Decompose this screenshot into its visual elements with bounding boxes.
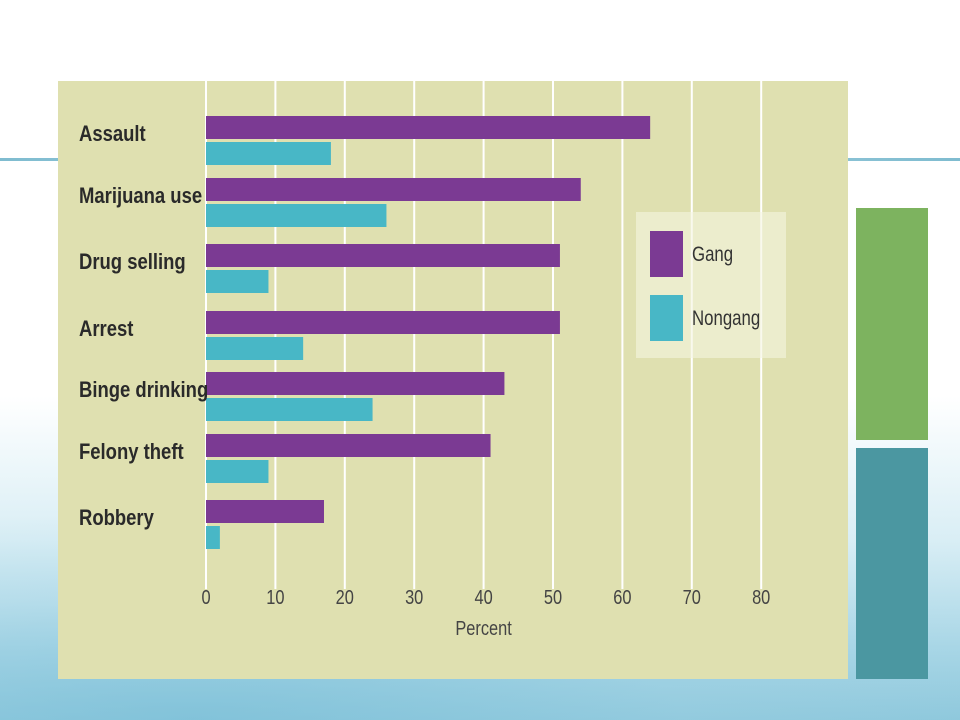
x-axis-label: Percent — [455, 616, 511, 639]
bar-nongang-felony-theft — [206, 460, 269, 483]
category-label: Drug selling — [79, 251, 186, 275]
legend-swatch-gang — [650, 231, 683, 277]
decorative-teal-block — [856, 448, 928, 679]
decorative-green-block — [856, 208, 928, 440]
bar-nongang-arrest — [206, 337, 304, 360]
bar-nongang-binge-drinking — [206, 398, 373, 421]
legend-item-nongang: Nongang — [650, 295, 780, 341]
x-tick-label: 50 — [544, 585, 562, 608]
legend-label-nongang: Nongang — [692, 307, 761, 330]
x-tick-label: 80 — [752, 585, 770, 608]
category-label: Binge drinking — [79, 379, 208, 403]
x-tick-label: 60 — [613, 585, 631, 608]
legend-label-gang: Gang — [692, 243, 734, 266]
category-label: Robbery — [79, 507, 155, 531]
x-tick-label: 0 — [201, 585, 210, 608]
category-label: Marijuana use — [79, 185, 202, 209]
legend-item-gang: Gang — [650, 231, 780, 277]
bar-gang-binge-drinking — [206, 372, 505, 395]
legend: Gang Nongang — [636, 212, 786, 358]
category-label: Assault — [79, 123, 146, 147]
legend-swatch-nongang — [650, 295, 683, 341]
x-tick-label: 10 — [266, 585, 284, 608]
bar-nongang-assault — [206, 142, 331, 165]
bar-gang-drug-selling — [206, 244, 560, 267]
x-tick-label: 20 — [336, 585, 354, 608]
bar-gang-arrest — [206, 311, 560, 334]
x-tick-label: 40 — [474, 585, 492, 608]
x-tick-label: 70 — [683, 585, 701, 608]
chart-panel: Assault Marijuana use Drug selling Arrest Bi… — [58, 81, 848, 679]
category-label: Felony theft — [79, 441, 184, 465]
bar-gang-assault — [206, 116, 651, 139]
bar-nongang-robbery — [206, 526, 220, 549]
category-label: Arrest — [79, 318, 134, 342]
x-tick-label: 30 — [405, 585, 423, 608]
bar-nongang-marijuana-use — [206, 204, 387, 227]
bar-gang-robbery — [206, 500, 324, 523]
bar-nongang-drug-selling — [206, 270, 269, 293]
bar-chart: Assault Marijuana use Drug selling Arrest Bi… — [79, 81, 770, 639]
bar-gang-felony-theft — [206, 434, 491, 457]
bar-gang-marijuana-use — [206, 178, 581, 201]
